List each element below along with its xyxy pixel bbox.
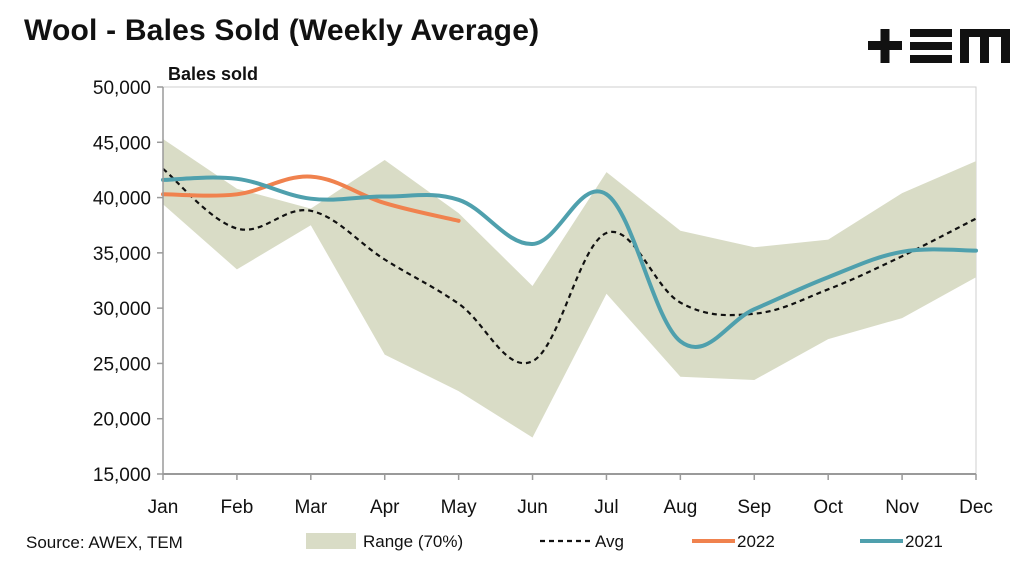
y-tick-label: 15,000 bbox=[93, 465, 151, 486]
legend-label-range-70: Range (70%) bbox=[363, 532, 463, 551]
series-line-2022 bbox=[161, 174, 461, 223]
legend-label-2021: 2021 bbox=[905, 532, 943, 551]
axes-layer: 15,000 20,000 25,000 30,000 35,000 40,000 45,0… bbox=[93, 78, 993, 518]
x-tick-label: Apr bbox=[370, 497, 400, 518]
y-tick-label: 45,000 bbox=[93, 133, 151, 154]
x-tick-label: Sep bbox=[737, 497, 771, 518]
y-tick-label: 35,000 bbox=[93, 244, 151, 265]
y-tick-label: 50,000 bbox=[93, 78, 151, 99]
x-tick-label: Jan bbox=[148, 497, 179, 518]
x-tick-label: May bbox=[441, 497, 477, 518]
y-tick-label: 25,000 bbox=[93, 354, 151, 375]
series-line-avg bbox=[162, 167, 977, 365]
x-tick-label: Oct bbox=[813, 497, 843, 518]
y-tick-label: 30,000 bbox=[93, 299, 151, 320]
series-line-2021 bbox=[161, 175, 978, 349]
x-tick-label: Nov bbox=[885, 497, 919, 518]
range-band-layer bbox=[163, 139, 976, 438]
x-tick-label: Feb bbox=[221, 497, 254, 518]
x-tick-label: Mar bbox=[294, 497, 327, 518]
x-tick-label: Jun bbox=[517, 497, 548, 518]
y-tick-label: 20,000 bbox=[93, 410, 151, 431]
source-note: Source: AWEX, TEM bbox=[26, 533, 183, 552]
x-tick-label: Aug bbox=[663, 497, 697, 518]
x-tick-label: Jul bbox=[594, 497, 618, 518]
legend-swatch-range-70 bbox=[306, 533, 356, 549]
chart-title: Wool - Bales Sold (Weekly Average) bbox=[24, 14, 540, 47]
y-tick-label: 40,000 bbox=[93, 189, 151, 210]
x-tick-label: Dec bbox=[959, 497, 993, 518]
tem-logo bbox=[868, 29, 1010, 63]
legend-label-avg: Avg bbox=[595, 532, 624, 551]
legend: Range (70%) Avg 2022 2021 bbox=[306, 532, 943, 551]
legend-label-2022: 2022 bbox=[737, 532, 775, 551]
series-lines-layer bbox=[161, 167, 978, 365]
range-band bbox=[163, 139, 976, 438]
y-axis-title: Bales sold bbox=[168, 64, 258, 84]
